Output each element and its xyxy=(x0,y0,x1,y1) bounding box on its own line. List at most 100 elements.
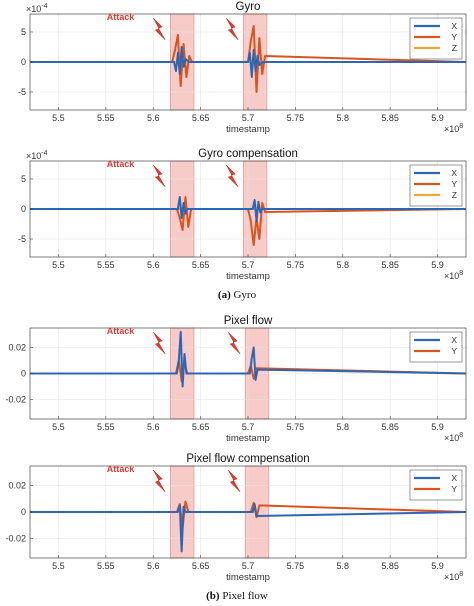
chart-title: Pixel flow compensation xyxy=(186,453,309,465)
lightning-icon xyxy=(226,164,239,188)
x-tick-label: 5.7 xyxy=(242,422,255,432)
y-tick-label: -0.02 xyxy=(5,395,26,405)
x-axis-label: timestamp xyxy=(226,433,270,444)
chart-title: Gyro compensation xyxy=(198,148,298,160)
y-tick-label: 0 xyxy=(21,204,26,214)
x-tick-label: 5.85 xyxy=(381,422,399,432)
x-axis-label: timestamp xyxy=(226,124,270,135)
chart-1: 5.5 5.55 5.6 5.65 5.7 5.75 5.8 5.85 5.9 -5 0 5 Gyro t… xyxy=(18,1,467,135)
caption-b-text: Pixel flow xyxy=(222,590,268,602)
legend: XY xyxy=(409,331,463,363)
legend-label: Z xyxy=(452,43,457,53)
x-exponent: ×108 xyxy=(444,270,463,281)
x-tick-label: 5.55 xyxy=(97,260,115,270)
x-tick-label: 5.7 xyxy=(242,561,255,571)
lightning-icon xyxy=(153,469,166,493)
x-tick-label: 5.75 xyxy=(287,260,305,270)
lightning-icon xyxy=(226,17,239,41)
x-axis-label: timestamp xyxy=(226,572,270,583)
y-tick-label: 0.02 xyxy=(8,343,26,353)
x-exponent: ×108 xyxy=(444,571,463,582)
lightning-icon xyxy=(153,17,166,41)
series-line-x xyxy=(30,46,466,78)
x-exponent: ×108 xyxy=(444,432,463,443)
x-tick-label: 5.7 xyxy=(242,113,255,123)
x-tick-label: 5.5 xyxy=(52,113,65,123)
legend: XYZ xyxy=(409,17,463,60)
chart-3: 5.5 5.55 5.6 5.65 5.7 5.75 5.8 5.85 5.9 -0.02 0 0.0… xyxy=(5,315,467,444)
chart-title: Gyro xyxy=(236,1,261,13)
x-tick-label: 5.7 xyxy=(242,260,255,270)
y-exponent: ×10-4 xyxy=(26,150,48,161)
x-tick-label: 5.5 xyxy=(52,561,65,571)
legend-label: Y xyxy=(451,346,457,356)
attack-label: Attack xyxy=(107,12,136,22)
y-tick-label: 0 xyxy=(21,507,26,517)
x-tick-label: 5.65 xyxy=(192,260,210,270)
caption-a-label: (a) xyxy=(217,289,231,301)
lightning-icon xyxy=(227,331,241,355)
x-tick-label: 5.55 xyxy=(97,113,115,123)
x-tick-label: 5.55 xyxy=(97,422,115,432)
y-tick-label: 5 xyxy=(21,174,26,184)
caption-b: (b) Pixel flow xyxy=(0,590,474,602)
x-tick-label: 5.5 xyxy=(52,260,65,270)
series-line-x xyxy=(30,196,466,222)
legend-box xyxy=(409,17,463,60)
y-tick-label: -5 xyxy=(18,234,26,244)
x-tick-label: 5.6 xyxy=(147,260,160,270)
caption-a: (a) Gyro xyxy=(0,289,474,301)
x-tick-label: 5.85 xyxy=(381,561,399,571)
y-tick-label: -0.02 xyxy=(5,533,26,543)
x-tick-label: 5.9 xyxy=(431,260,444,270)
x-tick-label: 5.75 xyxy=(287,561,305,571)
y-tick-label: 0 xyxy=(21,369,26,379)
legend-box xyxy=(409,469,463,501)
legend-label: X xyxy=(451,335,457,345)
x-tick-label: 5.6 xyxy=(147,422,160,432)
legend-label: Y xyxy=(451,484,457,494)
chart-title: Pixel flow xyxy=(224,315,273,327)
x-tick-label: 5.8 xyxy=(337,113,350,123)
x-tick-label: 5.65 xyxy=(192,113,210,123)
x-tick-label: 5.65 xyxy=(192,422,210,432)
legend-label: Z xyxy=(452,190,457,200)
y-tick-label: 5 xyxy=(21,27,26,37)
x-tick-label: 5.85 xyxy=(381,113,399,123)
y-tick-label: 0 xyxy=(21,57,26,67)
x-tick-label: 5.75 xyxy=(287,113,305,123)
chart-4: 5.5 5.55 5.6 5.65 5.7 5.75 5.8 5.85 5.9 -0.02 0 0.0… xyxy=(5,453,467,583)
caption-b-label: (b) xyxy=(206,590,220,602)
lightning-icon xyxy=(153,331,166,355)
legend-label: X xyxy=(451,473,457,483)
x-tick-label: 5.55 xyxy=(97,561,115,571)
legend-box xyxy=(409,331,463,363)
caption-a-text: Gyro xyxy=(233,289,257,301)
y-tick-label: -5 xyxy=(18,87,26,97)
x-tick-label: 5.8 xyxy=(337,260,350,270)
x-tick-label: 5.75 xyxy=(287,422,305,432)
lightning-icon xyxy=(227,469,241,493)
x-tick-label: 5.8 xyxy=(337,561,350,571)
series-line-x xyxy=(30,330,467,388)
chart-2: 5.5 5.55 5.6 5.65 5.7 5.75 5.8 5.85 5.9 -5 0 5 Gyro … xyxy=(18,148,467,282)
legend-label: X xyxy=(451,168,457,178)
x-tick-label: 5.65 xyxy=(192,561,210,571)
y-exponent: ×10-4 xyxy=(26,3,48,14)
x-tick-label: 5.9 xyxy=(431,561,444,571)
legend-label: X xyxy=(451,21,457,31)
legend-label: Y xyxy=(451,179,457,189)
y-tick-label: 0.02 xyxy=(8,481,26,491)
series-line-x xyxy=(30,503,467,553)
x-axis-label: timestamp xyxy=(226,271,270,282)
lightning-icon xyxy=(153,164,166,188)
x-tick-label: 5.6 xyxy=(147,113,160,123)
x-tick-label: 5.8 xyxy=(337,422,350,432)
attack-label: Attack xyxy=(107,159,136,169)
x-tick-label: 5.9 xyxy=(431,422,444,432)
x-tick-label: 5.5 xyxy=(52,422,65,432)
x-tick-label: 5.9 xyxy=(431,113,444,123)
legend: XYZ xyxy=(409,164,463,207)
x-tick-label: 5.6 xyxy=(147,561,160,571)
